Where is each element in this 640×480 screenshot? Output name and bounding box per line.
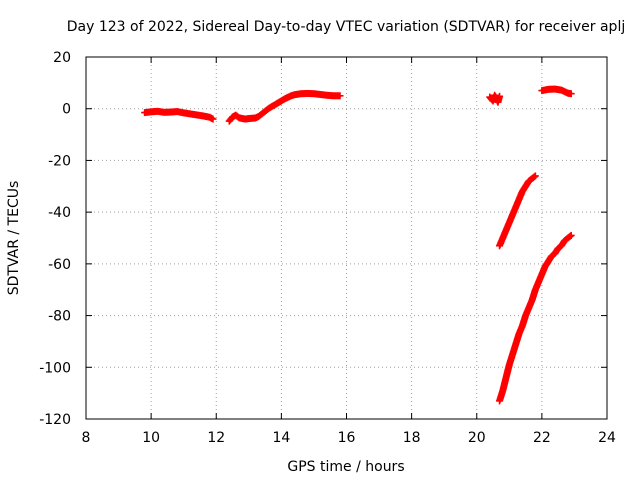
data-point (209, 115, 217, 123)
x-tick-label: 12 (207, 430, 225, 446)
y-tick-label: -20 (48, 153, 71, 169)
x-tick-label: 18 (403, 430, 421, 446)
data-point (531, 172, 539, 180)
data-point (496, 92, 504, 100)
y-tick-label: 20 (53, 50, 71, 66)
x-tick-label: 16 (338, 430, 356, 446)
data-point (336, 92, 344, 100)
x-tick-label: 24 (598, 430, 616, 446)
y-tick-label: -100 (39, 360, 71, 376)
y-tick-label: -60 (48, 257, 71, 273)
y-tick-label: -40 (48, 205, 71, 221)
data-points (141, 85, 575, 405)
data-point (566, 232, 574, 240)
data-point (530, 173, 538, 181)
x-tick-label: 22 (533, 430, 551, 446)
x-axis-label: GPS time / hours (287, 459, 404, 475)
x-tick-label: 10 (142, 430, 160, 446)
data-point (567, 90, 575, 98)
x-tick-label: 14 (272, 430, 290, 446)
y-axis-label: SDTVAR / TECUs (6, 181, 22, 296)
x-tick-label: 20 (468, 430, 486, 446)
plot-frame (85, 56, 608, 420)
grid-lines (86, 57, 607, 419)
y-tick-label: 0 (62, 102, 71, 118)
chart-title: Day 123 of 2022, Sidereal Day-to-day VTE… (67, 19, 625, 35)
y-tick-label: -80 (48, 309, 71, 325)
tick-labels: 8 10 12 14 16 18 20 22 24 20 0 -20 -40 -60 -80 -100 -120 (39, 50, 616, 446)
x-tick-label: 8 (82, 430, 91, 446)
data-point (567, 231, 575, 239)
y-tick-label: -120 (39, 412, 71, 428)
